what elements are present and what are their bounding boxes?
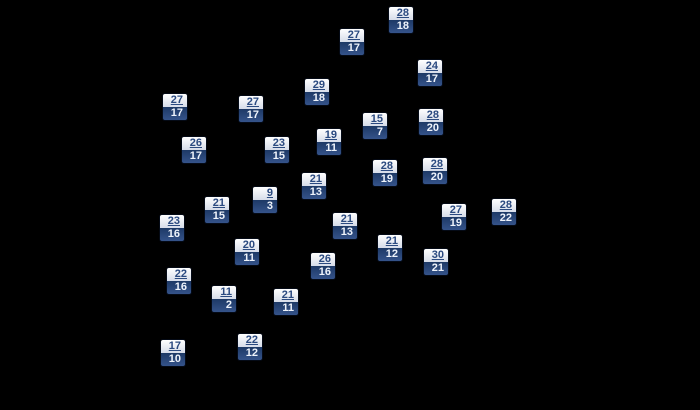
low-temp-value: 17	[418, 73, 442, 86]
low-temp-value: 22	[492, 212, 516, 225]
temp-marker[interactable]: 27 17	[340, 29, 364, 55]
high-temp-link[interactable]: 9	[253, 187, 277, 200]
temp-marker[interactable]: 24 17	[418, 60, 442, 86]
temp-marker[interactable]: 30 21	[424, 249, 448, 275]
temp-marker[interactable]: 28 20	[419, 109, 443, 135]
high-temp-link[interactable]: 20	[235, 239, 259, 252]
low-temp-value: 17	[182, 150, 206, 163]
low-temp-value: 16	[167, 281, 191, 294]
temp-marker[interactable]: 22 16	[167, 268, 191, 294]
high-temp-link[interactable]: 21	[378, 235, 402, 248]
high-temp-link[interactable]: 15	[363, 113, 387, 126]
temp-marker[interactable]: 28 22	[492, 199, 516, 225]
high-temp-link[interactable]: 28	[373, 160, 397, 173]
low-temp-value: 15	[265, 150, 289, 163]
high-temp-link[interactable]: 26	[311, 253, 335, 266]
low-temp-value: 13	[333, 226, 357, 239]
temp-marker[interactable]: 29 18	[305, 79, 329, 105]
low-temp-value: 2	[212, 299, 236, 312]
temp-marker[interactable]: 20 11	[235, 239, 259, 265]
temp-marker[interactable]: 23 16	[160, 215, 184, 241]
temp-marker[interactable]: 26 16	[311, 253, 335, 279]
low-temp-value: 21	[424, 262, 448, 275]
temp-marker[interactable]: 22 12	[238, 334, 262, 360]
low-temp-value: 3	[253, 200, 277, 213]
low-temp-value: 10	[161, 353, 185, 366]
high-temp-link[interactable]: 23	[160, 215, 184, 228]
low-temp-value: 13	[302, 186, 326, 199]
low-temp-value: 19	[373, 173, 397, 186]
temp-marker[interactable]: 26 17	[182, 137, 206, 163]
low-temp-value: 18	[389, 20, 413, 33]
high-temp-link[interactable]: 28	[389, 7, 413, 20]
high-temp-link[interactable]: 27	[442, 204, 466, 217]
low-temp-value: 16	[311, 266, 335, 279]
high-temp-link[interactable]: 11	[212, 286, 236, 299]
low-temp-value: 12	[378, 248, 402, 261]
high-temp-link[interactable]: 28	[423, 158, 447, 171]
low-temp-value: 17	[239, 109, 263, 122]
temp-marker[interactable]: 28 20	[423, 158, 447, 184]
low-temp-value: 11	[317, 142, 341, 155]
low-temp-value: 11	[235, 252, 259, 265]
high-temp-link[interactable]: 27	[239, 96, 263, 109]
high-temp-link[interactable]: 22	[238, 334, 262, 347]
low-temp-value: 15	[205, 210, 229, 223]
high-temp-link[interactable]: 28	[419, 109, 443, 122]
high-temp-link[interactable]: 28	[492, 199, 516, 212]
low-temp-value: 7	[363, 126, 387, 139]
high-temp-link[interactable]: 22	[167, 268, 191, 281]
high-temp-link[interactable]: 19	[317, 129, 341, 142]
temp-marker[interactable]: 17 10	[161, 340, 185, 366]
low-temp-value: 20	[423, 171, 447, 184]
temp-marker[interactable]: 23 15	[265, 137, 289, 163]
temp-marker[interactable]: 21 15	[205, 197, 229, 223]
high-temp-link[interactable]: 17	[161, 340, 185, 353]
high-temp-link[interactable]: 26	[182, 137, 206, 150]
temp-marker[interactable]: 27 17	[239, 96, 263, 122]
high-temp-link[interactable]: 21	[302, 173, 326, 186]
high-temp-link[interactable]: 29	[305, 79, 329, 92]
low-temp-value: 16	[160, 228, 184, 241]
low-temp-value: 20	[419, 122, 443, 135]
temp-marker[interactable]: 27 17	[163, 94, 187, 120]
high-temp-link[interactable]: 27	[340, 29, 364, 42]
temp-marker[interactable]: 28 18	[389, 7, 413, 33]
low-temp-value: 11	[274, 302, 298, 315]
low-temp-value: 18	[305, 92, 329, 105]
temp-marker[interactable]: 28 19	[373, 160, 397, 186]
temp-marker[interactable]: 21 12	[378, 235, 402, 261]
high-temp-link[interactable]: 30	[424, 249, 448, 262]
high-temp-link[interactable]: 21	[274, 289, 298, 302]
low-temp-value: 12	[238, 347, 262, 360]
temp-marker[interactable]: 21 11	[274, 289, 298, 315]
temp-marker[interactable]: 11 2	[212, 286, 236, 312]
temp-marker[interactable]: 19 11	[317, 129, 341, 155]
temp-marker[interactable]: 21 13	[333, 213, 357, 239]
low-temp-value: 17	[163, 107, 187, 120]
temp-marker[interactable]: 9 3	[253, 187, 277, 213]
low-temp-value: 17	[340, 42, 364, 55]
high-temp-link[interactable]: 27	[163, 94, 187, 107]
high-temp-link[interactable]: 23	[265, 137, 289, 150]
high-temp-link[interactable]: 21	[333, 213, 357, 226]
temp-marker[interactable]: 15 7	[363, 113, 387, 139]
low-temp-value: 19	[442, 217, 466, 230]
high-temp-link[interactable]: 24	[418, 60, 442, 73]
temp-marker[interactable]: 21 13	[302, 173, 326, 199]
temp-marker[interactable]: 27 19	[442, 204, 466, 230]
high-temp-link[interactable]: 21	[205, 197, 229, 210]
